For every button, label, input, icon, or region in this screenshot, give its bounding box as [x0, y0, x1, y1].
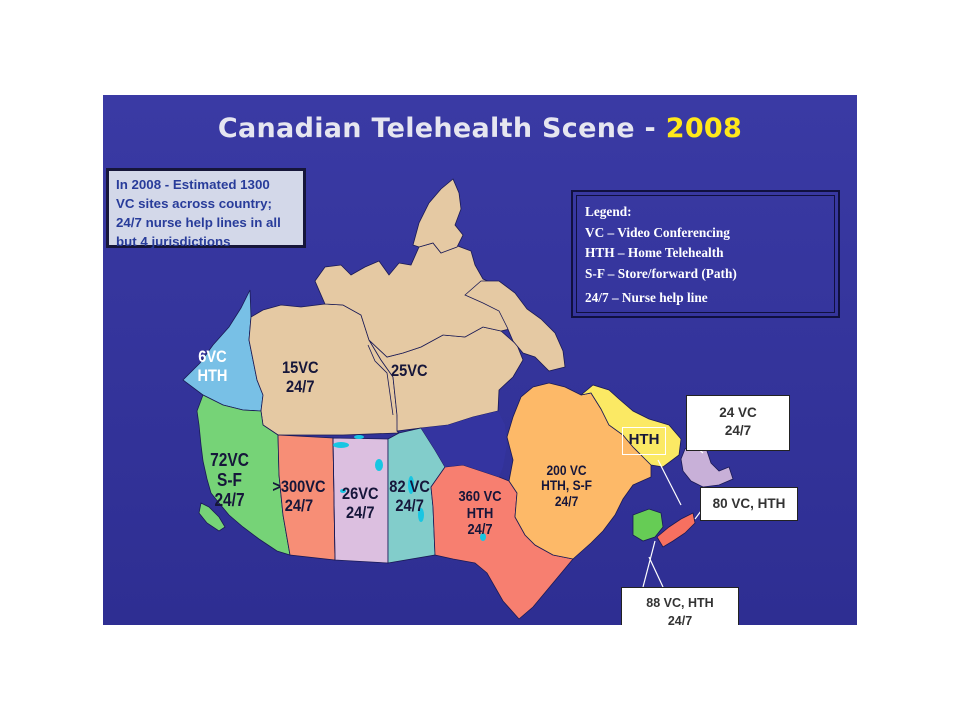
label-nunavut: 25VC — [390, 361, 428, 380]
legend-sf: S-F – Store/forward (Path) — [585, 265, 737, 281]
callout-newfoundland: 24 VC 24/7 — [686, 395, 790, 451]
legend-nurse: 24/7 – Nurse help line — [585, 290, 708, 305]
legend-hth: HTH – Home Telehealth — [585, 245, 724, 260]
slide: Canadian Telehealth Scene - 2008 In 2008… — [103, 95, 857, 625]
label-labrador: HTH — [622, 427, 666, 455]
legend-vc: VC – Video Conferencing — [585, 224, 730, 240]
label-yukon: 6VC HTH — [197, 347, 228, 385]
callout-nova-scotia: 80 VC, HTH — [700, 487, 798, 521]
label-bc: 72VC S-F 24/7 — [210, 450, 249, 510]
info-line-4: but 4 jurisdictions — [116, 234, 231, 249]
label-alberta: >300VC 24/7 — [272, 477, 326, 515]
legend-box: Legend: VC – Video Conferencing HTH – Ho… — [571, 190, 840, 318]
info-line-3: 24/7 nurse help lines in all — [116, 215, 281, 230]
region-new-brunswick[interactable] — [632, 508, 664, 542]
info-line-2: VC sites across country; — [116, 196, 272, 211]
title-main: Canadian Telehealth Scene - — [217, 113, 666, 144]
region-labrador[interactable] — [580, 384, 682, 468]
canada-map — [182, 178, 734, 620]
region-baffin-island[interactable] — [464, 280, 566, 372]
region-nova-scotia[interactable] — [656, 512, 696, 548]
region-bc[interactable] — [196, 394, 291, 556]
slide-background — [103, 95, 857, 625]
region-vancouver-island[interactable] — [198, 502, 226, 532]
slide-title: Canadian Telehealth Scene - 2008 — [103, 113, 857, 144]
info-box: In 2008 - Estimated 1300 VC sites across… — [106, 168, 306, 249]
label-nwt: 15VC 24/7 — [281, 358, 319, 396]
label-saskatchewan: 26VC 24/7 — [341, 484, 379, 522]
legend-title: Legend: — [585, 204, 632, 219]
region-newfoundland[interactable] — [680, 442, 734, 488]
hudson-bay — [421, 411, 507, 477]
label-manitoba: 82 VC 24/7 — [389, 477, 430, 515]
region-ellesmere[interactable] — [412, 178, 464, 254]
title-year: 2008 — [665, 113, 743, 144]
label-ontario: 360 VC HTH 24/7 — [458, 488, 502, 538]
lakes — [333, 435, 486, 541]
callout-new-brunswick: 88 VC, HTH 24/7 — [621, 587, 739, 625]
info-line-1: In 2008 - Estimated 1300 — [116, 177, 270, 192]
label-quebec: 200 VC HTH, S-F 24/7 — [541, 462, 592, 509]
